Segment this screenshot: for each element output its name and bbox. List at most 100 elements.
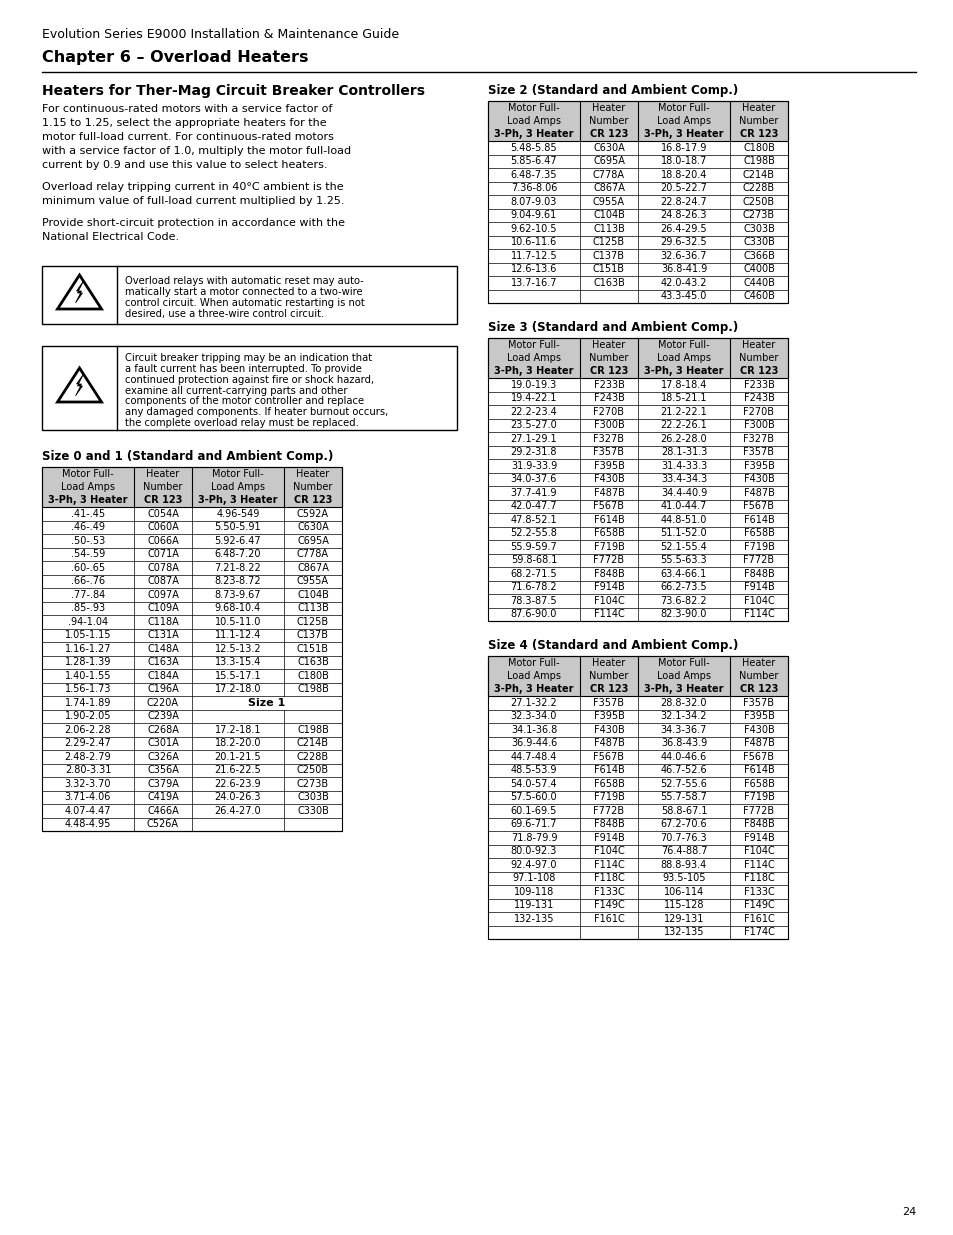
Text: C060A: C060A	[147, 522, 178, 532]
Text: F327B: F327B	[742, 433, 774, 443]
Text: 8.07-9.03: 8.07-9.03	[510, 196, 557, 206]
Text: Motor Full-: Motor Full-	[508, 658, 559, 668]
Text: F270B: F270B	[593, 406, 624, 416]
Text: 19.4-22.1: 19.4-22.1	[510, 393, 557, 404]
Text: F114C: F114C	[742, 860, 774, 869]
Text: C695A: C695A	[296, 536, 329, 546]
Text: 67.2-70.6: 67.2-70.6	[660, 819, 706, 829]
Text: C184A: C184A	[147, 671, 178, 680]
Bar	[488, 338, 787, 378]
Text: C104B: C104B	[593, 210, 624, 220]
Text: 42.0-47.7: 42.0-47.7	[510, 501, 557, 511]
Text: C113B: C113B	[593, 224, 624, 233]
Text: F567B: F567B	[593, 501, 624, 511]
Text: examine all current-carrying parts and other: examine all current-carrying parts and o…	[125, 385, 347, 395]
Text: 8.23-8.72: 8.23-8.72	[214, 577, 261, 587]
Text: C526A: C526A	[147, 819, 179, 829]
Text: Size 0 and 1 (Standard and Ambient Comp.): Size 0 and 1 (Standard and Ambient Comp.…	[42, 450, 333, 463]
Text: C118A: C118A	[147, 616, 178, 626]
Text: Heater: Heater	[592, 340, 625, 351]
Text: CR 123: CR 123	[739, 366, 778, 375]
Text: F772B: F772B	[593, 556, 624, 566]
Text: C356A: C356A	[147, 766, 179, 776]
Text: 2.80-3.31: 2.80-3.31	[65, 766, 112, 776]
Text: Size 4 (Standard and Ambient Comp.): Size 4 (Standard and Ambient Comp.)	[488, 638, 738, 652]
Text: 52.2-55.8: 52.2-55.8	[510, 529, 557, 538]
Text: F233B: F233B	[593, 379, 624, 390]
Text: 44.7-48.4: 44.7-48.4	[510, 752, 557, 762]
Text: C695A: C695A	[593, 157, 624, 167]
Text: F133C: F133C	[742, 887, 774, 897]
Bar	[488, 338, 787, 621]
Bar	[488, 656, 787, 697]
Text: 132-135: 132-135	[514, 914, 554, 924]
Text: 6.48-7.35: 6.48-7.35	[510, 169, 557, 180]
Text: 129-131: 129-131	[663, 914, 703, 924]
Text: 5.50-5.91: 5.50-5.91	[214, 522, 261, 532]
Text: 26.2-28.0: 26.2-28.0	[660, 433, 706, 443]
Text: C250B: C250B	[742, 196, 774, 206]
Text: C303B: C303B	[296, 792, 329, 803]
Text: 1.56-1.73: 1.56-1.73	[65, 684, 112, 694]
Text: minimum value of full-load current multiplied by 1.25.: minimum value of full-load current multi…	[42, 196, 344, 206]
Text: C078A: C078A	[147, 563, 179, 573]
Text: 71.8-79.9: 71.8-79.9	[510, 832, 557, 842]
Text: .46-.49: .46-.49	[71, 522, 105, 532]
Text: control circuit. When automatic restarting is not: control circuit. When automatic restarti…	[125, 298, 364, 308]
Text: 11.1-12.4: 11.1-12.4	[214, 630, 261, 640]
Text: F719B: F719B	[742, 542, 774, 552]
Text: 27.1-32.2: 27.1-32.2	[510, 698, 557, 708]
Text: 20.1-21.5: 20.1-21.5	[214, 752, 261, 762]
Bar	[488, 656, 787, 939]
Bar	[488, 101, 787, 141]
Text: F848B: F848B	[742, 569, 774, 579]
Text: .66-.76: .66-.76	[71, 577, 105, 587]
Text: F430B: F430B	[742, 725, 774, 735]
Text: C180B: C180B	[296, 671, 329, 680]
Text: C198B: C198B	[296, 684, 329, 694]
Text: C778A: C778A	[593, 169, 624, 180]
Text: National Electrical Code.: National Electrical Code.	[42, 232, 179, 242]
Text: C137B: C137B	[296, 630, 329, 640]
Text: .85-.93: .85-.93	[71, 603, 105, 614]
Text: the complete overload relay must be replaced.: the complete overload relay must be repl…	[125, 417, 358, 429]
Text: 4.48-4.95: 4.48-4.95	[65, 819, 112, 829]
Text: F133C: F133C	[593, 887, 623, 897]
Text: C097A: C097A	[147, 590, 179, 600]
Text: CR 123: CR 123	[589, 128, 627, 138]
Text: Load Amps: Load Amps	[211, 482, 265, 492]
Text: 10.6-11.6: 10.6-11.6	[511, 237, 557, 247]
Text: F300B: F300B	[593, 420, 623, 430]
Text: Evolution Series E9000 Installation & Maintenance Guide: Evolution Series E9000 Installation & Ma…	[42, 28, 398, 41]
Text: 3-Ph, 3 Heater: 3-Ph, 3 Heater	[198, 495, 277, 505]
Text: 10.5-11.0: 10.5-11.0	[214, 616, 261, 626]
Text: F104C: F104C	[593, 595, 623, 605]
Text: 27.1-29.1: 27.1-29.1	[510, 433, 557, 443]
Text: 88.8-93.4: 88.8-93.4	[660, 860, 706, 869]
Text: Load Amps: Load Amps	[657, 116, 710, 126]
Text: C366B: C366B	[742, 251, 774, 261]
Text: Heater: Heater	[741, 104, 775, 114]
Text: F430B: F430B	[742, 474, 774, 484]
Text: CR 123: CR 123	[589, 366, 627, 375]
Text: F658B: F658B	[593, 779, 624, 789]
Text: C220A: C220A	[147, 698, 179, 708]
Text: 31.9-33.9: 31.9-33.9	[511, 461, 557, 471]
Text: 3-Ph, 3 Heater: 3-Ph, 3 Heater	[494, 128, 573, 138]
Text: 8.73-9.67: 8.73-9.67	[214, 590, 261, 600]
Text: C148A: C148A	[147, 643, 178, 653]
Text: Heater: Heater	[592, 104, 625, 114]
Text: F174C: F174C	[742, 927, 774, 937]
Text: 93.5-105: 93.5-105	[661, 873, 705, 883]
Text: 82.3-90.0: 82.3-90.0	[660, 609, 706, 619]
Text: C198B: C198B	[296, 725, 329, 735]
Text: 34.3-36.7: 34.3-36.7	[660, 725, 706, 735]
Text: 5.48-5.85: 5.48-5.85	[510, 143, 557, 153]
Text: C273B: C273B	[742, 210, 774, 220]
Text: C440B: C440B	[742, 278, 774, 288]
Text: C180B: C180B	[742, 143, 774, 153]
Text: Heaters for Ther-Mag Circuit Breaker Controllers: Heaters for Ther-Mag Circuit Breaker Con…	[42, 84, 424, 98]
Text: C163B: C163B	[593, 278, 624, 288]
Text: Number: Number	[589, 671, 628, 680]
Text: 7.36-8.06: 7.36-8.06	[510, 183, 557, 193]
